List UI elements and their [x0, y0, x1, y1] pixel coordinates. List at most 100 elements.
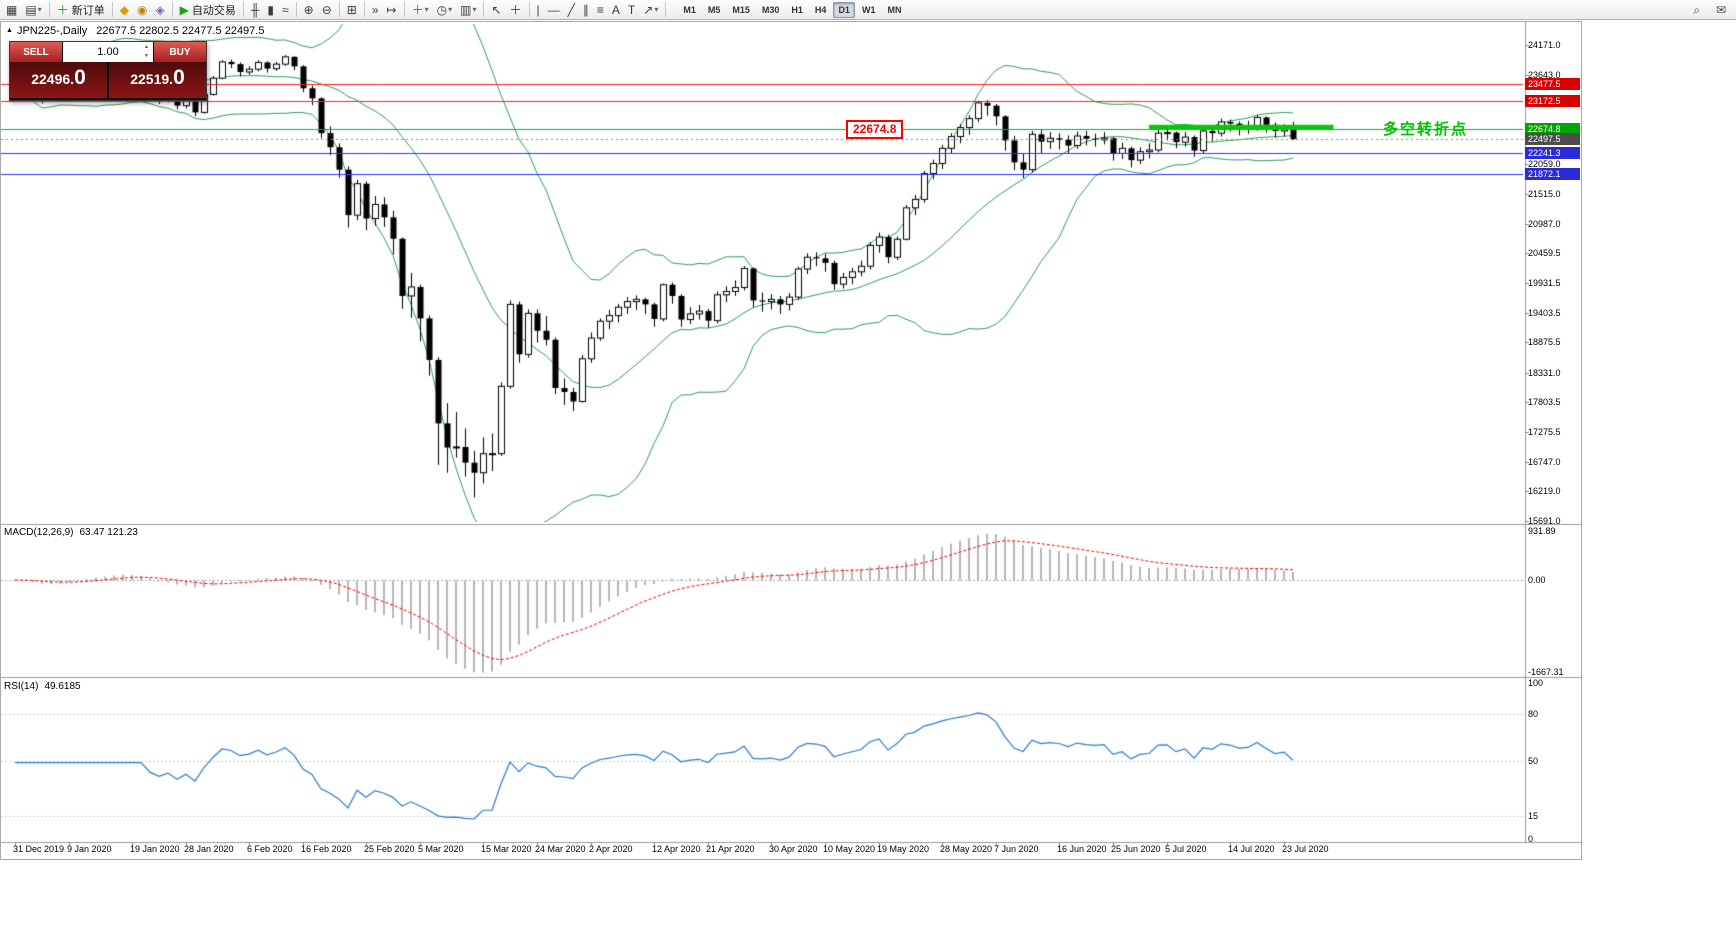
- volume-spinner: ▲ ▼: [142, 43, 151, 61]
- rsi-name: RSI(14): [4, 681, 39, 692]
- periods-icon[interactable]: ◷ ▾: [434, 1, 456, 19]
- macd-scale-label: 931.89: [1528, 526, 1556, 536]
- tile-windows-icon[interactable]: ⊞: [344, 1, 360, 19]
- date-axis-label: 6 Feb 2020: [247, 844, 293, 854]
- timeframe-button-m1[interactable]: M1: [683, 4, 696, 15]
- toolbar-separator: [111, 2, 113, 17]
- price-scale-tick: 19931.5: [1528, 278, 1561, 288]
- one-click-trading-panel: SELL 1.00 ▲ ▼ BUY 22496. 0 22519. 0: [9, 41, 207, 101]
- zoom-in-icon[interactable]: ⊕: [301, 1, 317, 19]
- rsi-scale-label: 100: [1528, 678, 1544, 688]
- autotrading-button[interactable]: ▶ 自动交易: [177, 1, 239, 19]
- macd-scale-label: -1667.31: [1528, 667, 1564, 677]
- auto-scroll-icon[interactable]: »: [369, 1, 382, 19]
- profiles-icon[interactable]: ▤ ▾: [22, 1, 44, 19]
- chevron-down-icon: ▾: [37, 5, 42, 14]
- trendline-icon-glyph: ╱: [567, 2, 575, 17]
- toolbar-separator: [528, 2, 530, 17]
- community-icon[interactable]: ✉: [1715, 3, 1726, 17]
- cursor-icon[interactable]: ↖: [488, 1, 504, 19]
- date-axis-label: 25 Feb 2020: [364, 844, 415, 854]
- ohlc-readout: 22677.5 22802.5 22477.5 22497.5: [96, 25, 265, 37]
- horizontal-line-icon[interactable]: —: [545, 1, 563, 19]
- price-scale-tick: 16747.0: [1528, 457, 1561, 467]
- timeframe-button-m30[interactable]: M30: [761, 4, 780, 15]
- buy-price-int: 22519: [130, 71, 170, 87]
- price-scale-tick: 18875.5: [1528, 337, 1561, 347]
- new-order-button[interactable]: ＋新订单: [54, 1, 108, 19]
- fibonacci-icon[interactable]: ≡: [594, 1, 607, 19]
- toolbar-separator: [363, 2, 365, 17]
- date-axis-label: 30 Apr 2020: [769, 844, 818, 854]
- bar-chart-type-icon[interactable]: ╫: [248, 1, 263, 19]
- arrows-icon[interactable]: ↗ ▾: [640, 1, 661, 19]
- pivot-line-price-label[interactable]: 22674.8: [846, 120, 904, 139]
- timeframe-button-mn[interactable]: MN: [887, 4, 902, 15]
- price-scale-tick: 20987.0: [1528, 219, 1561, 229]
- chart-plot-canvas[interactable]: [1, 22, 1581, 859]
- line-chart-type-icon[interactable]: ≈: [279, 1, 292, 19]
- buy-price-button[interactable]: 22519. 0: [109, 62, 206, 98]
- chart-window: ▲ JPN225-,Daily 22677.5 22802.5 22477.5 22…: [0, 21, 1582, 860]
- vertical-line-icon[interactable]: |: [534, 1, 543, 19]
- strategy-tester-icon[interactable]: ◈: [152, 1, 167, 19]
- timeframe-button-h1[interactable]: H1: [791, 4, 803, 15]
- templates-icon[interactable]: ▥ ▾: [457, 1, 479, 19]
- date-axis-label: 28 Jan 2020: [184, 844, 234, 854]
- periods-icon-glyph: ◷: [436, 2, 448, 17]
- timeframe-button-h4[interactable]: H4: [814, 4, 827, 15]
- macd-label: MACD(12,26,9) 63.47 121.23: [4, 527, 138, 538]
- market-icon[interactable]: ◉: [134, 1, 150, 19]
- autotrading-button-label: 自动交易: [191, 4, 236, 17]
- rsi-scale-label: 15: [1528, 811, 1539, 821]
- crosshair-icon[interactable]: ＋: [507, 1, 525, 19]
- volume-input[interactable]: 1.00 ▲ ▼: [62, 42, 154, 62]
- indicators-icon[interactable]: ＋ ▾: [409, 1, 432, 19]
- date-axis-label: 15 Mar 2020: [481, 844, 532, 854]
- cursor-icon-glyph: ↖: [491, 2, 502, 17]
- price-scale-tick: 18331.0: [1528, 368, 1561, 378]
- macd-scale-label: 0.00: [1528, 575, 1546, 585]
- toolbar-separator: [403, 2, 405, 17]
- channel-icon[interactable]: ∥: [580, 1, 592, 19]
- sell-price-button[interactable]: 22496. 0: [10, 62, 109, 98]
- timeframe-button-m15[interactable]: M15: [732, 4, 750, 15]
- price-scale-tick: 15691.0: [1528, 516, 1561, 526]
- toolbar-separator: [338, 2, 340, 17]
- text-icon[interactable]: A: [609, 1, 623, 19]
- chevron-down-icon: ▾: [424, 5, 429, 14]
- symbol-period-label: JPN225-,Daily: [16, 25, 88, 37]
- price-badge: 21872.1: [1525, 168, 1580, 180]
- new-chart-icon[interactable]: ▦: [3, 1, 20, 19]
- candlestick-type-icon[interactable]: ▮: [264, 1, 277, 19]
- price-scale-tick: 16219.0: [1528, 486, 1561, 496]
- price-scale-tick: 19403.5: [1528, 308, 1561, 318]
- price-badge: 22241.3: [1525, 147, 1580, 159]
- line-chart-type-icon-glyph: ≈: [282, 2, 289, 17]
- chart-shift-icon[interactable]: ↦: [384, 1, 400, 19]
- chart-title: ▲ JPN225-,Daily 22677.5 22802.5 22477.5 22…: [6, 25, 264, 37]
- horizontal-line-icon-glyph: —: [547, 2, 560, 17]
- macd-name: MACD(12,26,9): [4, 527, 74, 538]
- toolbar-separator: [665, 2, 667, 17]
- buy-button[interactable]: BUY: [154, 42, 206, 62]
- timeframe-button-w1[interactable]: W1: [861, 4, 876, 15]
- date-axis-label: 28 May 2020: [940, 844, 993, 854]
- crosshair-icon-glyph: ＋: [509, 2, 522, 17]
- volume-decrease-button[interactable]: ▼: [144, 53, 149, 59]
- toolbar-separator: [242, 2, 244, 17]
- price-scale-tick: 21515.0: [1528, 189, 1561, 199]
- date-axis-label: 7 Jun 2020: [994, 844, 1039, 854]
- sell-button[interactable]: SELL: [10, 42, 62, 62]
- timeframe-button-m5[interactable]: M5: [707, 4, 721, 15]
- rsi-value: 49.6185: [44, 681, 81, 692]
- search-icon[interactable]: ⌕: [1693, 2, 1700, 17]
- label-icon[interactable]: T: [625, 1, 638, 19]
- timeframe-button-d1[interactable]: D1: [833, 1, 855, 18]
- trendline-icon[interactable]: ╱: [565, 1, 578, 19]
- metaeditor-icon[interactable]: ◆: [117, 1, 132, 19]
- volume-increase-button[interactable]: ▲: [144, 44, 149, 50]
- price-badge: 22497.5: [1525, 133, 1580, 145]
- toolbar-separator: [295, 2, 297, 17]
- zoom-out-icon[interactable]: ⊖: [319, 1, 335, 19]
